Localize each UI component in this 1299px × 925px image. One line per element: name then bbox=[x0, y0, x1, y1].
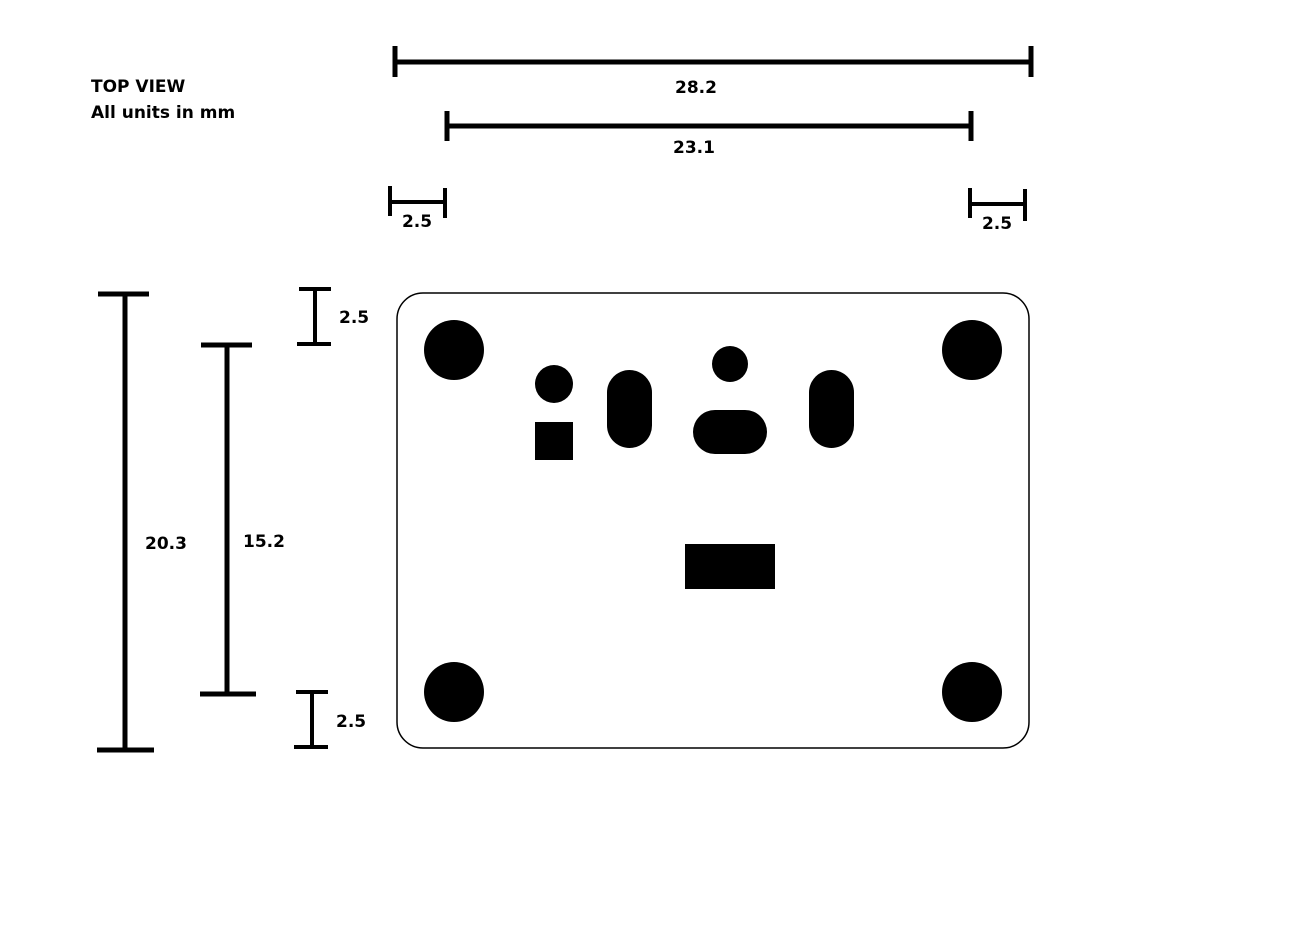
slot-vertical-right bbox=[809, 370, 854, 448]
dim-hole-spacing-width bbox=[444, 111, 974, 141]
round-pad-left bbox=[535, 365, 573, 403]
dim-left-margin bbox=[388, 186, 447, 218]
slot-horizontal-center bbox=[693, 410, 767, 454]
mounting-hole-top-left bbox=[424, 320, 484, 380]
mounting-hole-bottom-right bbox=[942, 662, 1002, 722]
label-hole-spacing-height: 15.2 bbox=[243, 532, 285, 552]
mounting-hole-bottom-left bbox=[424, 662, 484, 722]
label-overall-width: 28.2 bbox=[675, 78, 717, 98]
round-pad-center bbox=[712, 346, 748, 382]
rectangular-cutout bbox=[685, 544, 775, 589]
label-right-margin: 2.5 bbox=[982, 214, 1012, 234]
dim-bottom-margin bbox=[294, 690, 328, 749]
dim-overall-height bbox=[97, 291, 154, 753]
board-outline bbox=[396, 292, 1030, 749]
label-top-margin: 2.5 bbox=[339, 308, 369, 328]
slot-vertical-left bbox=[607, 370, 652, 448]
dim-right-margin bbox=[968, 188, 1027, 221]
label-overall-height: 20.3 bbox=[145, 534, 187, 554]
label-hole-spacing-width: 23.1 bbox=[673, 138, 715, 158]
dim-overall-width bbox=[392, 46, 1034, 77]
label-bottom-margin: 2.5 bbox=[336, 712, 366, 732]
dim-hole-spacing-height bbox=[200, 342, 256, 697]
units-note: All units in mm bbox=[91, 103, 236, 123]
dim-top-margin bbox=[297, 287, 331, 346]
diagram-title: TOP VIEW bbox=[91, 77, 186, 97]
square-pad bbox=[535, 422, 573, 460]
mounting-hole-top-right bbox=[942, 320, 1002, 380]
label-left-margin: 2.5 bbox=[402, 212, 432, 232]
